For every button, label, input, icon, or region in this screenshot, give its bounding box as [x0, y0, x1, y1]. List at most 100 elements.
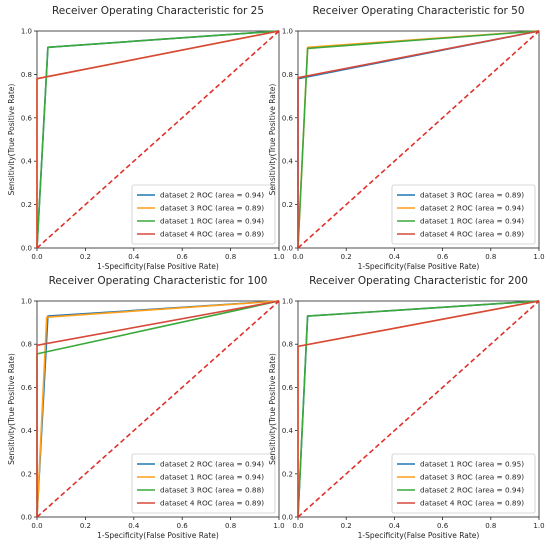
x-tick-label: 0.0: [292, 522, 303, 530]
x-tick-label: 0.0: [292, 253, 303, 261]
y-tick-label: 0.8: [282, 71, 293, 79]
x-axis-label: 1-Specificity(False Positive Rate): [358, 262, 480, 271]
y-tick-label: 0.0: [21, 514, 32, 522]
x-tick-label: 0.8: [485, 253, 496, 261]
legend-label: dataset 4 ROC (area = 0.89): [160, 499, 264, 508]
legend-label: dataset 4 ROC (area = 0.89): [160, 230, 264, 239]
x-tick-label: 0.8: [485, 522, 496, 530]
legend-label: dataset 3 ROC (area = 0.88): [160, 486, 264, 495]
x-tick-label: 0.8: [225, 253, 236, 261]
y-tick-label: 0.4: [21, 158, 33, 166]
y-tick-label: 0.6: [21, 114, 33, 122]
legend-label: dataset 2 ROC (area = 0.94): [420, 204, 524, 213]
roc-curve-series-4: [297, 30, 540, 248]
x-tick-label: 0.4: [389, 253, 401, 261]
y-axis-label: Sensitivity(True Positive Rate): [268, 353, 277, 465]
legend-label: dataset 1 ROC (area = 0.95): [420, 460, 524, 469]
x-tick-label: 0.8: [225, 522, 236, 530]
roc-panel-2: Receiver Operating Characteristic for 50…: [268, 5, 545, 271]
x-tick-label: 0.4: [128, 522, 140, 530]
y-tick-label: 0.6: [21, 384, 33, 392]
y-tick-label: 0.6: [282, 114, 294, 122]
chart-title: Receiver Operating Characteristic for 50: [312, 5, 524, 17]
x-tick-label: 1.0: [273, 522, 284, 530]
chart-title: Receiver Operating Characteristic for 25: [52, 5, 264, 17]
legend-label: dataset 2 ROC (area = 0.94): [160, 191, 264, 200]
roc-panel-1: Receiver Operating Characteristic for 25…: [7, 5, 285, 271]
roc-curve-series-3: [36, 30, 280, 249]
y-tick-label: 0.4: [282, 158, 294, 166]
chance-diagonal-line: [297, 30, 540, 249]
x-tick-label: 1.0: [273, 253, 284, 261]
y-axis-label: Sensitivity(True Positive Rate): [7, 84, 16, 196]
x-tick-label: 0.2: [80, 253, 91, 261]
y-tick-label: 0.2: [282, 470, 293, 478]
legend-label: dataset 3 ROC (area = 0.89): [420, 191, 524, 200]
x-tick-label: 0.4: [128, 253, 140, 261]
legend-box: [391, 184, 536, 245]
y-tick-label: 0.0: [282, 245, 293, 253]
y-tick-label: 0.4: [282, 427, 294, 435]
y-tick-label: 0.6: [282, 384, 294, 392]
legend-label: dataset 3 ROC (area = 0.89): [160, 204, 264, 213]
roc-panel-3: Receiver Operating Characteristic for 10…: [7, 275, 285, 540]
chance-diagonal-line: [36, 30, 280, 249]
x-tick-label: 0.6: [177, 253, 189, 261]
x-tick-label: 1.0: [533, 522, 544, 530]
x-tick-label: 0.0: [31, 253, 42, 261]
legend: dataset 2 ROC (area = 0.94) dataset 1 ROC…: [131, 453, 276, 514]
roc-curve-series-3: [297, 300, 540, 518]
y-tick-label: 1.0: [21, 298, 32, 306]
chart-title: Receiver Operating Characteristic for 20…: [309, 275, 528, 287]
legend: dataset 2 ROC (area = 0.94) dataset 3 ROC…: [131, 184, 276, 245]
legend-box: [131, 453, 276, 514]
roc-panel-4: Receiver Operating Characteristic for 20…: [268, 275, 545, 540]
legend: dataset 1 ROC (area = 0.95) dataset 3 ROC…: [391, 453, 536, 514]
y-tick-label: 0.4: [21, 427, 33, 435]
roc-curve-series-4: [36, 30, 280, 248]
legend: dataset 3 ROC (area = 0.89) dataset 2 ROC…: [391, 184, 536, 245]
roc-curve-series-2: [36, 300, 280, 518]
y-tick-label: 0.0: [21, 245, 32, 253]
x-tick-label: 0.2: [80, 522, 91, 530]
y-tick-label: 0.8: [21, 71, 32, 79]
y-tick-label: 0.2: [282, 201, 293, 209]
y-tick-label: 1.0: [21, 28, 32, 36]
legend-label: dataset 3 ROC (area = 0.89): [420, 473, 524, 482]
roc-curve-series-3: [297, 30, 540, 249]
x-tick-label: 0.6: [437, 522, 449, 530]
roc-curve-series-4: [297, 300, 540, 517]
y-tick-label: 1.0: [282, 28, 293, 36]
y-tick-label: 1.0: [282, 298, 293, 306]
y-axis-label: Sensitivity(True Positive Rate): [268, 84, 277, 196]
legend-label: dataset 2 ROC (area = 0.94): [160, 460, 264, 469]
x-tick-label: 0.2: [341, 522, 352, 530]
y-tick-label: 0.2: [21, 470, 32, 478]
legend-label: dataset 2 ROC (area = 0.94): [420, 486, 524, 495]
y-axis-label: Sensitivity(True Positive Rate): [7, 353, 16, 465]
x-axis-label: 1-Specificity(False Positive Rate): [358, 531, 480, 540]
legend-label: dataset 4 ROC (area = 0.89): [420, 230, 524, 239]
x-tick-label: 1.0: [533, 253, 544, 261]
chance-diagonal-line: [36, 300, 280, 518]
legend-box: [391, 453, 536, 514]
chart-title: Receiver Operating Characteristic for 10…: [49, 275, 268, 287]
x-tick-label: 0.0: [31, 522, 42, 530]
legend-label: dataset 1 ROC (area = 0.94): [160, 473, 264, 482]
chance-diagonal-line: [297, 300, 540, 518]
y-tick-label: 0.8: [282, 341, 293, 349]
x-tick-label: 0.6: [437, 253, 449, 261]
legend-label: dataset 4 ROC (area = 0.89): [420, 499, 524, 508]
x-tick-label: 0.6: [177, 522, 189, 530]
x-tick-label: 0.4: [389, 522, 401, 530]
x-axis-label: 1-Specificity(False Positive Rate): [97, 531, 219, 540]
legend-box: [131, 184, 276, 245]
legend-label: dataset 1 ROC (area = 0.94): [420, 217, 524, 226]
legend-label: dataset 1 ROC (area = 0.94): [160, 217, 264, 226]
y-tick-label: 0.8: [21, 341, 32, 349]
y-tick-label: 0.2: [21, 201, 32, 209]
x-tick-label: 0.2: [341, 253, 352, 261]
roc-curve-series-4: [36, 300, 280, 517]
y-tick-label: 0.0: [282, 514, 293, 522]
